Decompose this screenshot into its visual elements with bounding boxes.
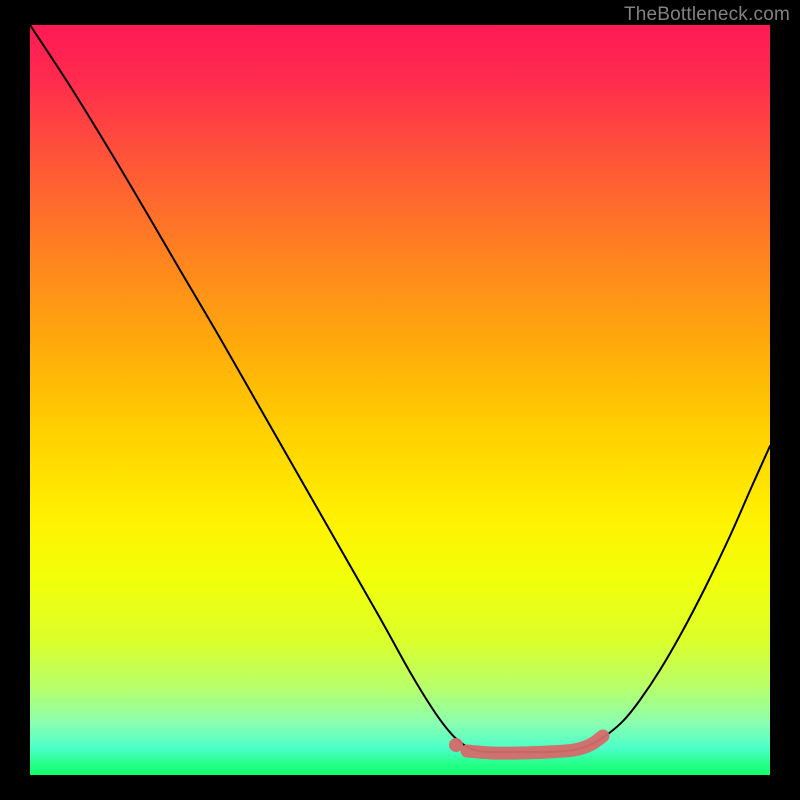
watermark-text: TheBottleneck.com: [624, 4, 790, 26]
chart-container: TheBottleneck.com: [0, 0, 800, 800]
bottleneck-plot: [0, 0, 800, 800]
